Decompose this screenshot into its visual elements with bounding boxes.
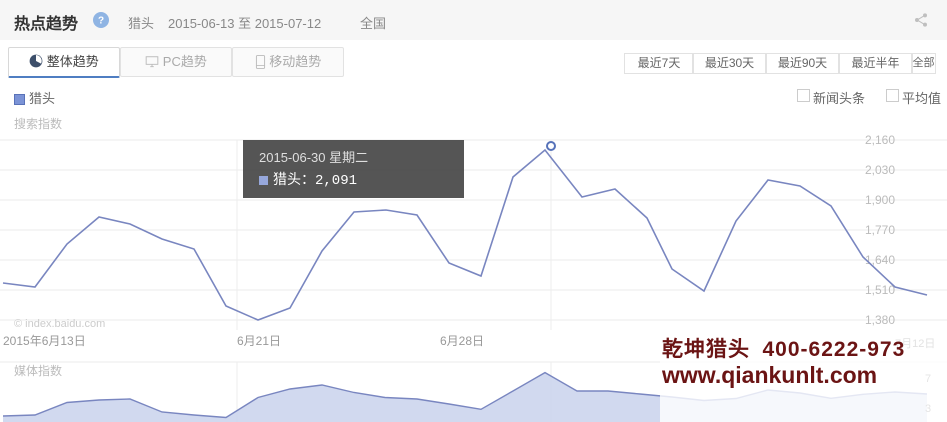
svg-text:1,380: 1,380: [865, 313, 895, 327]
svg-text:1,640: 1,640: [865, 253, 895, 267]
svg-text:1,900: 1,900: [865, 193, 895, 207]
svg-text:1,770: 1,770: [865, 223, 895, 237]
svg-text:2,030: 2,030: [865, 163, 895, 177]
svg-text:1,510: 1,510: [865, 283, 895, 297]
svg-text:6月28日: 6月28日: [440, 334, 484, 348]
svg-text:6月21日: 6月21日: [237, 334, 281, 348]
svg-text:2015年6月13日: 2015年6月13日: [3, 334, 86, 348]
svg-text:2,160: 2,160: [865, 133, 895, 147]
